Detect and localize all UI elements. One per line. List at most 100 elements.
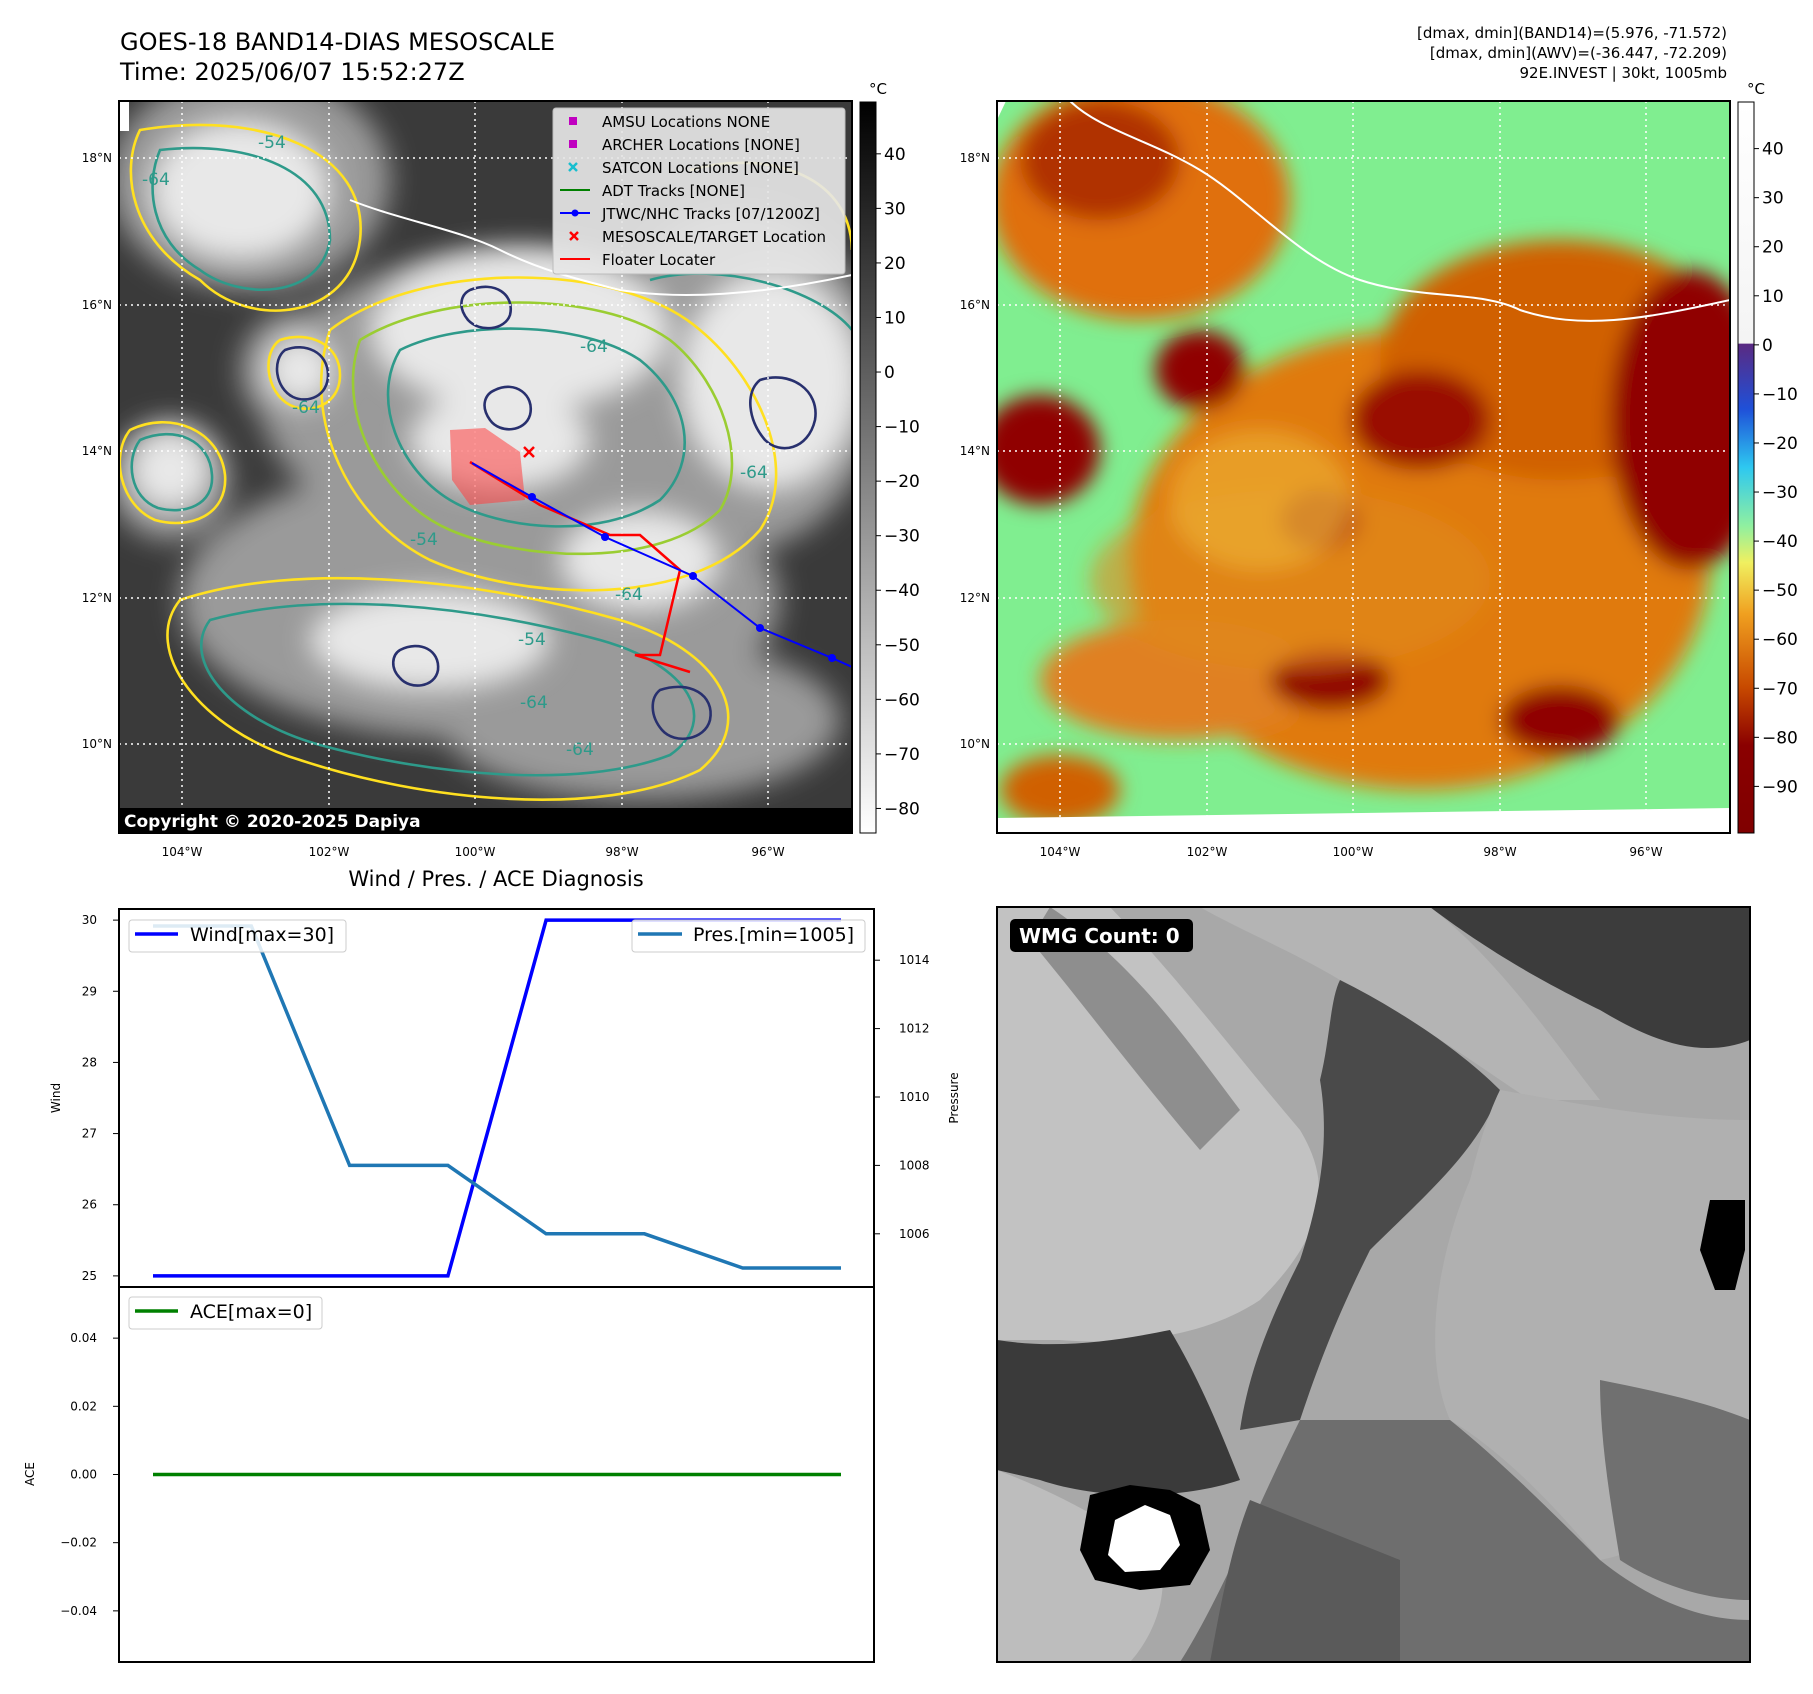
- mesoscale-target-area: [450, 428, 525, 505]
- colorbar-tick-label: −10: [1762, 385, 1798, 405]
- wind-axis-ticks: 25 26 27 28 29 30: [82, 913, 119, 1283]
- legend-satcon: SATCON Locations [NONE]: [602, 159, 799, 177]
- colorbar-tick-label: −50: [884, 636, 920, 656]
- map2-lon-ticks: 104°W 102°W 100°W 98°W 96°W: [1040, 845, 1663, 859]
- pressure-axis-ticks: 1006 1008 1010 1012 1014: [874, 953, 930, 1241]
- figure-time: Time: 2025/06/07 15:52:27Z: [119, 58, 465, 86]
- colorbar-tick-label: −30: [1762, 483, 1798, 503]
- pressure-legend-label: Pres.[min=1005]: [693, 924, 854, 946]
- awv-map: 104°W 102°W 100°W 98°W 96°W 18°N 16°N 14…: [960, 80, 1798, 859]
- legend-jtwc: JTWC/NHC Tracks [07/1200Z]: [601, 205, 820, 223]
- colorbar-tick-label: −60: [1762, 630, 1798, 650]
- copyright-box: [119, 808, 431, 834]
- lat-tick: 12°N: [960, 591, 990, 605]
- ace-tick-label: 0.00: [70, 1468, 97, 1482]
- ace-tick-label: −0.02: [60, 1536, 97, 1550]
- colorbar-tick-label: 40: [884, 145, 906, 165]
- lon-tick: 100°W: [1333, 845, 1374, 859]
- lat-tick: 16°N: [82, 298, 112, 312]
- wind-tick-label: 30: [82, 913, 97, 927]
- lat-tick: 10°N: [82, 737, 112, 751]
- contour-label: -64: [292, 398, 320, 418]
- lon-tick: 102°W: [309, 845, 350, 859]
- lon-tick: 96°W: [751, 845, 784, 859]
- contour-labels: -54 -64 -64 -64 -64 -54 -64 -54 -64 -64: [142, 133, 768, 760]
- legend-archer: ARCHER Locations [NONE]: [602, 136, 800, 154]
- contour-label: -64: [142, 170, 170, 190]
- pressure-tick-label: 1006: [899, 1227, 930, 1241]
- contour-label: -64: [615, 585, 643, 605]
- colorbar-tick-label: −70: [1762, 679, 1798, 699]
- floater-track: [469, 460, 691, 674]
- wind-legend: Wind[max=30]: [128, 919, 347, 953]
- lon-tick: 100°W: [455, 845, 496, 859]
- wind-axis-label: Wind: [49, 1083, 63, 1113]
- lat-tick: 16°N: [960, 298, 990, 312]
- wind-tick-label: 28: [82, 1055, 97, 1069]
- contour-label: -64: [740, 463, 768, 483]
- ace-axis-ticks: 0.04 0.02 0.00 −0.02 −0.04: [60, 1331, 119, 1618]
- awv-colorbar: [1737, 101, 1755, 834]
- colorbar-tick-label: 0: [884, 363, 895, 383]
- wind-tick-label: 26: [82, 1198, 97, 1212]
- colorbar-tick-label: −70: [884, 745, 920, 765]
- colorbar-tick-label: 20: [884, 254, 906, 274]
- ace-legend: ACE[max=0]: [128, 1296, 323, 1330]
- colorbar-tick-label: 10: [1762, 287, 1784, 307]
- colorbar-tick-label: 40: [1762, 140, 1784, 160]
- contour-label: -54: [518, 630, 546, 650]
- colorbar-tick-label: 10: [884, 308, 906, 328]
- wind-tick-label: 29: [82, 984, 97, 998]
- pressure-tick-label: 1010: [899, 1090, 930, 1104]
- contour-label: -54: [410, 530, 438, 550]
- legend-adt: ADT Tracks [NONE]: [602, 182, 745, 200]
- lon-tick: 102°W: [1187, 845, 1228, 859]
- colorbar-tick-label: 20: [1762, 238, 1784, 258]
- wind-tick-label: 27: [82, 1127, 97, 1141]
- lon-tick: 104°W: [1040, 845, 1081, 859]
- wind-legend-label: Wind[max=30]: [190, 924, 334, 946]
- coastline: [349, 199, 852, 296]
- band14-colorbar-unit: °C: [869, 80, 887, 98]
- wind-tick-label: 25: [82, 1269, 97, 1283]
- colorbar-tick-label: −30: [884, 527, 920, 547]
- ace-tick-label: −0.04: [60, 1604, 97, 1618]
- figure-title: GOES-18 BAND14-DIAS MESOSCALE: [120, 28, 555, 56]
- info-storm: 92E.INVEST | 30kt, 1005mb: [1520, 64, 1728, 82]
- lon-tick: 98°W: [605, 845, 638, 859]
- pressure-legend: Pres.[min=1005]: [631, 919, 866, 953]
- jtwc-track-points: [528, 493, 836, 662]
- colorbar-tick-label: −90: [1762, 777, 1798, 797]
- pressure-tick-label: 1012: [899, 1022, 930, 1036]
- colorbar-tick-label: −40: [1762, 532, 1798, 552]
- map1-lat-ticks: 18°N 16°N 14°N 12°N 10°N: [82, 151, 112, 751]
- map2-gridlines: [997, 101, 1730, 833]
- ace-axis-label: ACE: [23, 1462, 37, 1486]
- colorbar-tick-label: −50: [1762, 581, 1798, 601]
- map2-lat-ticks: 18°N 16°N 14°N 12°N 10°N: [960, 151, 990, 751]
- colorbar-tick-label: −20: [884, 472, 920, 492]
- legend-target-marker: [569, 231, 579, 241]
- awv-colorbar-ticks: 40 30 20 10 0 −10 −20 −30 −40 −50 −60 −70 −80 −90: [1754, 140, 1798, 797]
- lat-tick: 10°N: [960, 737, 990, 751]
- lon-tick: 96°W: [1629, 845, 1662, 859]
- lon-tick: 104°W: [162, 845, 203, 859]
- colorbar-tick-label: 30: [1762, 189, 1784, 209]
- pressure-tick-label: 1008: [899, 1158, 930, 1172]
- band14-colorbar-ticks: 40 30 20 10 0 −10 −20 −30 −40 −50 −60 −70 −80: [876, 145, 920, 819]
- awv-colorbar-unit: °C: [1747, 80, 1765, 98]
- lat-tick: 18°N: [960, 151, 990, 165]
- pressure-series-line: [153, 924, 841, 1270]
- awv-coastline: [1069, 101, 1730, 322]
- legend-target: MESOSCALE/TARGET Location: [602, 228, 826, 246]
- band14-map: -54 -64 -64 -64 -64 -54 -64 -54 -64 -64: [82, 80, 920, 859]
- colorbar-tick-label: −20: [1762, 434, 1798, 454]
- colorbar-tick-label: −60: [884, 690, 920, 710]
- ace-chart: 0.04 0.02 0.00 −0.02 −0.04 ACE ACE[max=0]: [23, 1286, 875, 1663]
- map1-lon-ticks: 104°W 102°W 100°W 98°W 96°W: [162, 845, 785, 859]
- target-x-marker: [523, 446, 535, 458]
- map-legend: AMSU Locations NONE ARCHER Locations [NO…: [552, 107, 846, 275]
- colorbar-tick-label: −80: [884, 799, 920, 819]
- wmg-count-label: WMG Count: 0: [1019, 924, 1180, 948]
- colorbar-tick-label: −10: [884, 418, 920, 438]
